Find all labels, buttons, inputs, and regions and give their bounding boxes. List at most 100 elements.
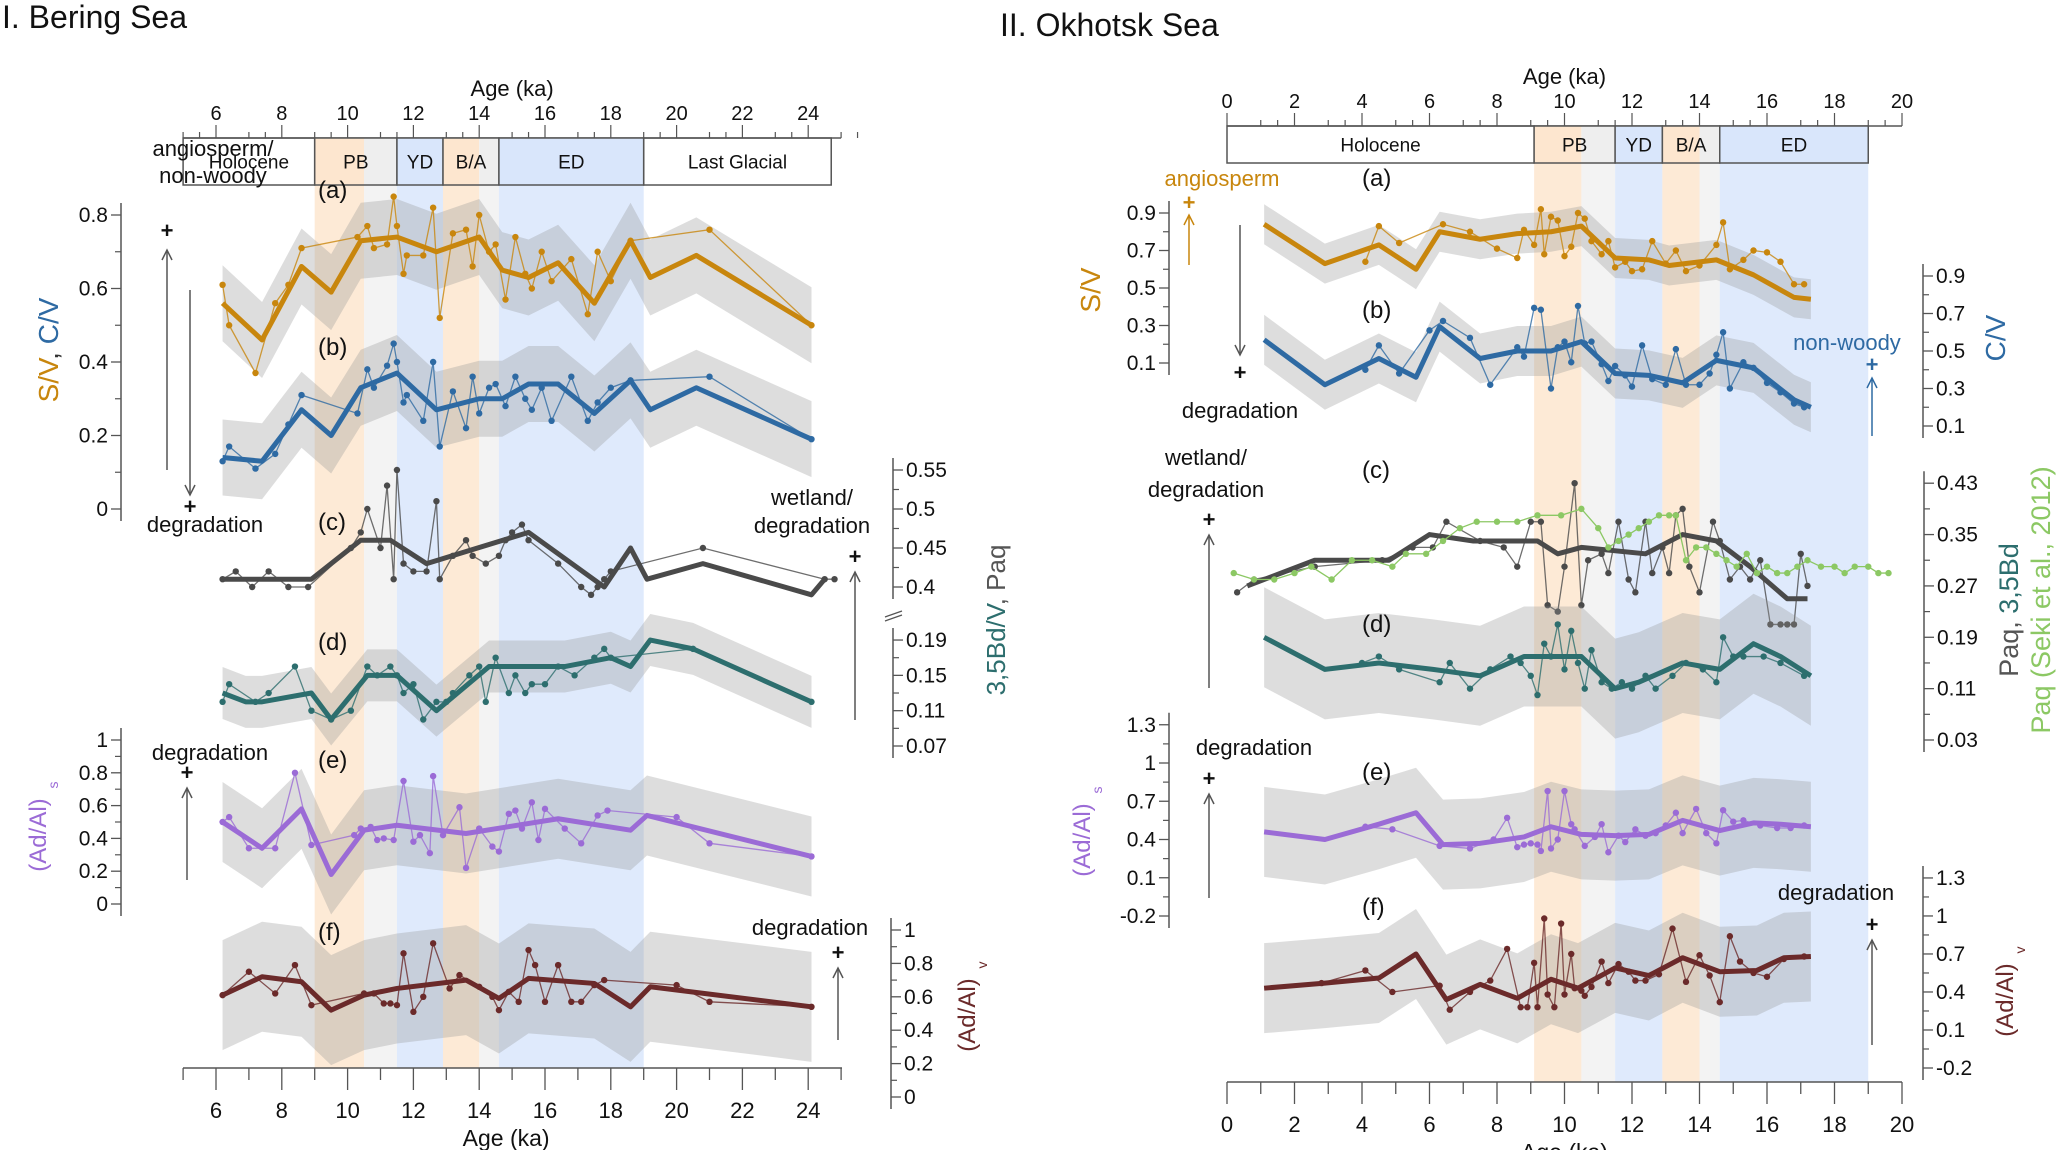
data-point-c [1527, 518, 1534, 525]
data-point-e [1537, 847, 1545, 855]
data-point-d [1527, 672, 1534, 679]
data-point-d [1588, 646, 1595, 654]
data-point-a [462, 226, 470, 233]
period-label: YD [407, 153, 433, 174]
e-y-axis-tick-label: 0.1 [1127, 867, 1156, 890]
cd-y-axis: 0.03 0.11 0.19 0.27 0.35 0.43 [1923, 471, 1978, 752]
b-y-axis-tick-label: 0.5 [1936, 340, 1965, 363]
f-y-axis-tick-label: 0.7 [1936, 943, 1965, 966]
data-point-c [265, 568, 272, 575]
data-point-b [225, 443, 233, 450]
data-point-e [1547, 845, 1555, 852]
data-point-e [1692, 805, 1700, 813]
seki-data-point [1763, 563, 1771, 570]
data-point-a [1581, 215, 1588, 222]
data-point-a [1740, 256, 1747, 264]
data-point-c [377, 544, 384, 552]
cd-y-axis-tick-label: 0.11 [1937, 678, 1976, 701]
data-point-a [252, 369, 259, 377]
top-axis-tick-label: 8 [276, 103, 287, 125]
series-c [219, 466, 838, 598]
data-point-f [1561, 991, 1568, 998]
data-point-b [390, 340, 397, 347]
data-point-f [272, 990, 279, 997]
arrow-head-icon [1183, 213, 1195, 226]
uncertainty-band-d [1264, 587, 1811, 739]
data-point-c [1233, 589, 1241, 596]
b-y-axis-tick-label: 0.3 [1936, 378, 1965, 401]
data-point-a [1439, 221, 1447, 228]
uncertainty-band-a [222, 199, 812, 378]
data-point-a [354, 233, 361, 241]
data-point-b [1726, 385, 1734, 392]
seki-data-point [1645, 518, 1653, 525]
period-box-fill [1534, 126, 1582, 163]
top-age-axis-title: Age (ka) [1523, 64, 1606, 89]
seki-data-point [1794, 563, 1801, 570]
data-point-d [265, 689, 272, 697]
bottom-axis-tick-label: 16 [533, 1098, 557, 1123]
bottom-axis-tick-label: 12 [1620, 1112, 1644, 1137]
data-point-a [1713, 241, 1720, 249]
data-point-a [393, 222, 401, 230]
f-y-axis-tick-label: 0.6 [904, 986, 933, 1009]
data-point-f [1615, 960, 1622, 968]
seki-data-point [1713, 550, 1720, 558]
series-a [1262, 204, 1812, 320]
data-point-a [1375, 222, 1383, 230]
annotation-non-woody: non-woody [159, 163, 267, 188]
down-arrow [1234, 225, 1246, 357]
f-y-axis: -0.2 0.1 0.4 0.7 1 1.3 [1922, 865, 1972, 1080]
data-point-b [584, 417, 591, 424]
uncertainty-band-f [1264, 908, 1811, 1045]
up-arrow [181, 786, 193, 880]
b-y-axis-tick-label: 0.7 [1936, 303, 1965, 326]
data-point-a [1719, 219, 1727, 226]
data-point-b [1713, 351, 1720, 358]
data-point-c [1578, 601, 1585, 609]
data-point-e [1740, 817, 1747, 824]
e-y-axis-tick-label: 0.2 [79, 860, 108, 883]
a-y-axis-tick-label: 0.1 [1127, 352, 1156, 375]
data-point-a [1530, 241, 1538, 249]
data-point-c [1797, 550, 1804, 558]
data-point-f [1544, 991, 1551, 998]
data-point-c [1804, 582, 1811, 590]
data-point-b [1588, 338, 1595, 345]
data-point-c [831, 576, 838, 583]
data-point-c [1746, 576, 1754, 583]
data-point-c [248, 583, 256, 591]
data-point-b [370, 384, 378, 391]
data-point-a [1554, 217, 1561, 224]
data-point-f [1534, 1003, 1541, 1011]
data-point-c [495, 552, 503, 559]
data-point-c [482, 560, 489, 567]
data-point-a [548, 277, 555, 285]
data-point-c [1696, 589, 1703, 596]
data-point-e [1514, 843, 1521, 851]
data-point-c [587, 591, 595, 598]
data-point-a [272, 300, 279, 307]
data-point-d [1652, 685, 1659, 692]
top-axis-tick-label: 18 [600, 103, 622, 125]
plus-icon: + [161, 218, 174, 243]
data-point-d [1466, 685, 1474, 692]
period-shading-blue [1615, 163, 1663, 1082]
seki-data-point [1875, 569, 1882, 577]
data-point-a [1763, 249, 1771, 256]
data-point-d [1574, 659, 1582, 667]
data-point-b [403, 391, 411, 399]
data-point-a [436, 314, 443, 322]
data-point-e [1568, 821, 1575, 828]
smoothed-line-e [1263, 810, 1812, 848]
seki-y-axis-title-part: Paq (Seki et al., 2012) [2026, 466, 2056, 733]
data-point-c [1625, 576, 1632, 583]
data-point-d [522, 689, 529, 697]
data-point-e [1622, 838, 1629, 846]
arrow-head-icon [849, 570, 861, 583]
period-box-yd: YD [396, 137, 444, 186]
smoothed-line-d [1262, 635, 1813, 692]
period-shading-orange [314, 185, 365, 1068]
data-point-b [462, 424, 470, 432]
a-y-axis-tick-label: 0.7 [1127, 240, 1156, 263]
